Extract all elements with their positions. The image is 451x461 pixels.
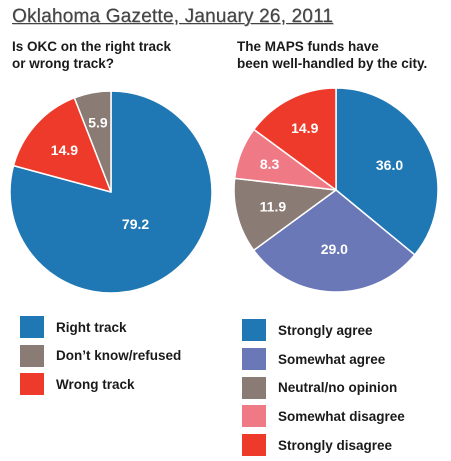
data-label-neutral-no-opinion: 11.9 bbox=[260, 199, 287, 215]
legend-label: Somewhat agree bbox=[278, 351, 386, 367]
legend-swatch bbox=[242, 405, 266, 428]
pie-slice-don-t-know-refused bbox=[73, 90, 112, 193]
pie-slice-neutral-no-opinion bbox=[233, 177, 337, 252]
legend-okc-track: Right track Don’t know/refused Wrong track bbox=[20, 313, 181, 399]
legend-label: Neutral/no opinion bbox=[278, 380, 398, 396]
legend-item-right-track: Right track bbox=[20, 313, 181, 342]
data-label-right-track: 79.2 bbox=[122, 216, 149, 232]
pie-slice-somewhat-agree bbox=[252, 189, 416, 293]
data-label-strongly-disagree: 14.9 bbox=[291, 120, 318, 136]
legend-label: Strongly disagree bbox=[278, 437, 393, 453]
legend-label: Don’t know/refused bbox=[56, 348, 182, 364]
legend-label: Wrong track bbox=[56, 376, 135, 392]
data-label-somewhat-agree: 29.0 bbox=[321, 241, 348, 257]
legend-swatch bbox=[242, 376, 266, 399]
legend-item-strongly-disagree: Strongly disagree bbox=[242, 431, 405, 460]
page-title: Oklahoma Gazette, January 26, 2011 bbox=[12, 6, 334, 27]
legend-item-neutral-no-opinion: Neutral/no opinion bbox=[242, 373, 405, 402]
legend-swatch bbox=[242, 319, 266, 342]
pie-slice-strongly-disagree bbox=[253, 87, 337, 191]
pie-slice-strongly-agree bbox=[335, 87, 439, 256]
data-label-wrong-track: 14.9 bbox=[51, 142, 78, 158]
legend-swatch bbox=[20, 316, 44, 339]
pie-chart-maps-funds: 36.0 29.0 11.9 8.3 14.9 bbox=[233, 87, 439, 293]
legend-maps-funds: Strongly agree Somewhat agree Neutral/no o… bbox=[242, 316, 405, 459]
chart-2-title: The MAPS funds have been well-handled by… bbox=[237, 39, 428, 71]
pie-chart-okc-track: 79.2 14.9 5.9 bbox=[9, 90, 213, 294]
legend-item-wrong-track: Wrong track bbox=[20, 370, 181, 399]
legend-item-strongly-agree: Strongly agree bbox=[242, 316, 405, 345]
legend-item-somewhat-disagree: Somewhat disagree bbox=[242, 402, 405, 431]
chart-1-title: Is OKC on the right track or wrong track… bbox=[12, 39, 172, 71]
legend-swatch bbox=[20, 344, 44, 367]
legend-label: Strongly agree bbox=[278, 322, 373, 338]
legend-label: Right track bbox=[56, 319, 127, 335]
legend-swatch bbox=[242, 434, 266, 457]
legend-item-don-t-know-refused: Don’t know/refused bbox=[20, 342, 181, 371]
legend-item-somewhat-agree: Somewhat agree bbox=[242, 345, 405, 374]
legend-swatch bbox=[242, 348, 266, 371]
legend-swatch bbox=[20, 373, 44, 396]
pie-slice-wrong-track bbox=[12, 97, 112, 193]
pie-slice-right-track bbox=[9, 90, 213, 294]
legend-label: Somewhat disagree bbox=[278, 408, 405, 424]
data-label-somewhat-disagree: 8.3 bbox=[260, 156, 280, 172]
data-label-strongly-agree: 36.0 bbox=[376, 157, 403, 173]
data-label-don-t-know-refused: 5.9 bbox=[88, 115, 108, 131]
